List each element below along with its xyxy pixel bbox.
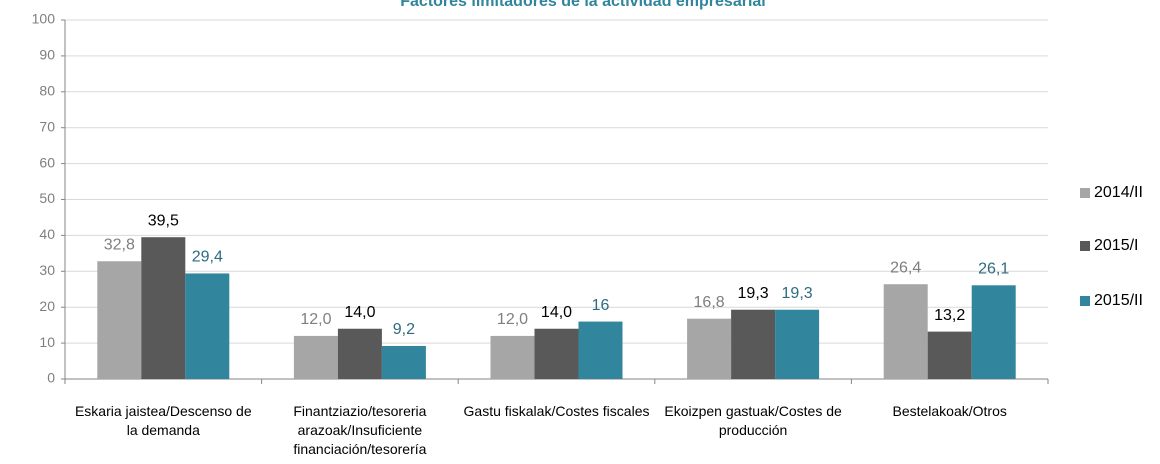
chart-title: Factores limitadores de la actividad emp… [400, 0, 766, 10]
data-label: 14,0 [541, 304, 572, 321]
y-tick-label: 90 [39, 47, 55, 63]
bar [971, 285, 1016, 379]
bar [141, 237, 186, 379]
y-tick-label: 0 [47, 370, 55, 386]
data-label: 26,4 [890, 259, 921, 276]
data-label: 26,1 [978, 261, 1009, 278]
y-tick-label: 80 [39, 83, 55, 99]
x-tick-label: Finantziazio/tesoreria arazoak/Insuficie… [293, 403, 427, 457]
y-tick-label: 100 [32, 11, 56, 27]
bar [97, 261, 142, 379]
x-tick-label: Ekoizpen gastuak/Costes de producción [664, 403, 842, 438]
y-tick-label: 40 [39, 226, 55, 242]
bar [578, 321, 623, 379]
legend-swatch [1080, 296, 1090, 306]
bar [927, 331, 972, 379]
bar [731, 309, 776, 379]
data-label: 39,5 [148, 212, 179, 229]
bar [490, 335, 535, 379]
bar [883, 284, 928, 379]
data-label: 12,0 [300, 311, 331, 328]
legend-label: 2015/II [1094, 292, 1143, 309]
bar [381, 345, 426, 379]
bar [534, 328, 579, 379]
bar [775, 309, 820, 379]
y-tick-label: 70 [39, 118, 55, 134]
data-label: 29,4 [192, 249, 223, 266]
data-label: 19,3 [738, 285, 769, 302]
bar [293, 335, 338, 379]
y-tick-label: 60 [39, 154, 55, 170]
x-tick-label: Bestelakoak/Otros [892, 403, 1007, 419]
legend-label: 2015/I [1094, 237, 1138, 254]
data-label: 12,0 [497, 311, 528, 328]
bar [687, 318, 732, 379]
data-label: 13,2 [934, 307, 965, 324]
data-label: 19,3 [782, 285, 813, 302]
data-label: 32,8 [104, 236, 135, 253]
x-tick-label: Gastu fiskalak/Costes fiscales [463, 403, 650, 419]
data-label: 16 [592, 297, 610, 314]
legend-swatch [1080, 188, 1090, 198]
data-label: 14,0 [344, 304, 375, 321]
data-label: 9,2 [393, 321, 415, 338]
bar [185, 273, 230, 379]
y-tick-label: 10 [39, 334, 55, 350]
data-label: 16,8 [694, 294, 725, 311]
y-tick-label: 50 [39, 190, 55, 206]
y-tick-label: 20 [39, 298, 55, 314]
y-tick-label: 30 [39, 262, 55, 278]
legend-swatch [1080, 241, 1090, 251]
bar [337, 328, 382, 379]
x-tick-label: Eskaria jaistea/Descenso de la demanda [74, 403, 252, 438]
legend-label: 2014/II [1094, 184, 1143, 201]
